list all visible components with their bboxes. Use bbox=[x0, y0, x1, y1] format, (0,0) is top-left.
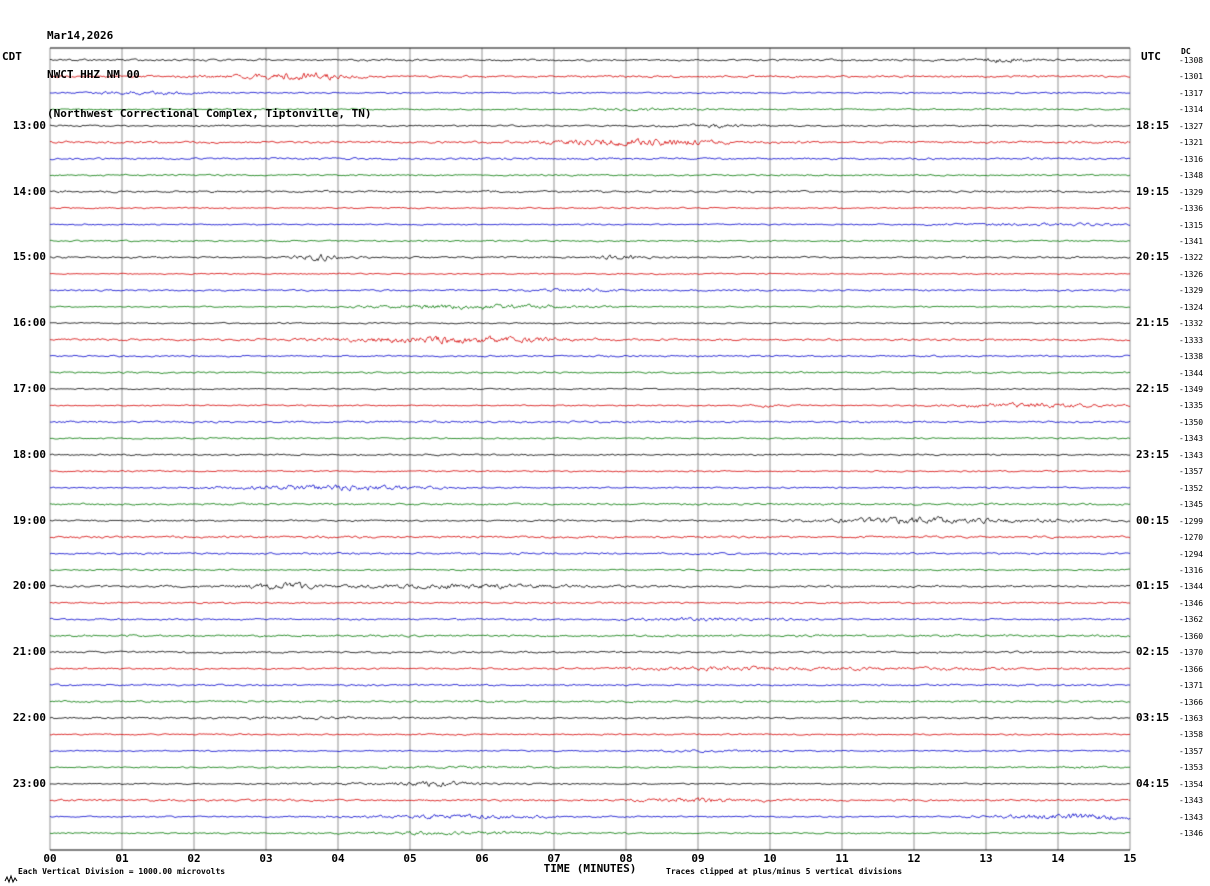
minute-tick-label: 14 bbox=[1051, 852, 1065, 865]
dc-offset-value: -1360 bbox=[1179, 631, 1204, 641]
dc-offset-value: -1314 bbox=[1179, 105, 1204, 115]
cdt-time-label: 23:00 bbox=[12, 776, 46, 790]
cdt-time-label: 15:00 bbox=[12, 250, 46, 264]
cdt-time-label: 17:00 bbox=[12, 382, 46, 395]
utc-time-label: 04:15 bbox=[1136, 776, 1170, 790]
dc-offset-value: -1336 bbox=[1179, 204, 1204, 214]
minute-tick-label: 06 bbox=[475, 852, 489, 865]
location-label: (Northwest Correctional Complex, Tiptonv… bbox=[47, 107, 372, 120]
dc-offset-value: -1343 bbox=[1179, 796, 1204, 806]
title-block: Mar14,2026 NWCT HHZ NM 00 (Northwest Cor… bbox=[47, 3, 372, 146]
minute-tick-label: 10 bbox=[763, 852, 777, 865]
dc-offset-value: -1315 bbox=[1179, 220, 1204, 230]
dc-offset-value: -1335 bbox=[1179, 401, 1204, 411]
dc-offset-value: -1352 bbox=[1179, 483, 1204, 493]
dc-offset-value: -1343 bbox=[1179, 434, 1204, 444]
dc-offset-value: -1346 bbox=[1179, 598, 1204, 608]
dc-offset-value: -1345 bbox=[1179, 500, 1204, 510]
dc-offset-value: -1349 bbox=[1179, 385, 1204, 394]
minute-tick-label: 07 bbox=[547, 852, 561, 865]
dc-offset-value: -1348 bbox=[1179, 171, 1204, 181]
dc-offset-value: -1344 bbox=[1179, 582, 1204, 592]
dc-offset-value: -1316 bbox=[1179, 154, 1204, 164]
dc-offset-value: -1362 bbox=[1179, 615, 1204, 625]
dc-offset-value: -1346 bbox=[1179, 829, 1204, 839]
minute-tick-label: 11 bbox=[835, 852, 849, 865]
minute-tick-label: 12 bbox=[907, 852, 921, 865]
x-axis-title: TIME (MINUTES) bbox=[543, 862, 637, 875]
utc-time-label: 19:15 bbox=[1136, 184, 1170, 198]
station-label: NWCT HHZ NM 00 bbox=[47, 68, 140, 81]
dc-offset-value: -1343 bbox=[1179, 812, 1204, 822]
dc-offset-value: -1341 bbox=[1179, 236, 1204, 246]
dc-offset-value: -1316 bbox=[1179, 565, 1204, 575]
dc-offset-value: -1344 bbox=[1179, 368, 1204, 378]
utc-time-label: 23:15 bbox=[1136, 447, 1170, 461]
utc-time-label: 00:15 bbox=[1136, 513, 1170, 527]
minute-tick-label: 03 bbox=[259, 852, 273, 865]
dc-offset-value: -1329 bbox=[1179, 286, 1204, 296]
utc-time-label: 01:15 bbox=[1136, 579, 1170, 593]
minute-tick-label: 01 bbox=[115, 852, 129, 865]
utc-time-label: 18:15 bbox=[1136, 118, 1170, 132]
vertical-division-note: Each Vertical Division = 1000.00 microvo… bbox=[18, 867, 226, 876]
dc-offset-value: -1329 bbox=[1179, 187, 1204, 197]
dc-offset-value: -1322 bbox=[1179, 253, 1204, 263]
dc-offset-value: -1317 bbox=[1179, 88, 1204, 98]
cdt-time-label: 14:00 bbox=[12, 184, 46, 198]
dc-offset-value: -1270 bbox=[1179, 533, 1204, 543]
cdt-time-label: 16:00 bbox=[12, 316, 46, 330]
date-label: Mar14,2026 bbox=[47, 29, 114, 42]
dc-offset-value: -1327 bbox=[1179, 121, 1204, 131]
timezone-right-label: UTC bbox=[1141, 50, 1161, 63]
dc-offset-value: -1321 bbox=[1179, 138, 1204, 148]
cdt-time-label: 21:00 bbox=[12, 645, 46, 659]
minute-tick-label: 13 bbox=[979, 852, 993, 865]
minute-tick-label: 15 bbox=[1123, 852, 1137, 865]
dc-offset-value: -1366 bbox=[1179, 697, 1204, 707]
cdt-time-label: 13:00 bbox=[12, 118, 46, 132]
dc-offset-value: -1338 bbox=[1179, 352, 1204, 362]
dc-column-header: DC bbox=[1181, 47, 1191, 56]
dc-offset-value: -1358 bbox=[1179, 730, 1204, 740]
dc-offset-value: -1333 bbox=[1179, 335, 1204, 345]
utc-time-label: 02:15 bbox=[1136, 645, 1170, 659]
cdt-time-label: 19:00 bbox=[12, 513, 46, 527]
corner-squiggle-icon bbox=[4, 874, 18, 884]
dc-offset-value: -1363 bbox=[1179, 714, 1204, 723]
dc-offset-value: -1366 bbox=[1179, 664, 1204, 674]
dc-offset-value: -1301 bbox=[1179, 72, 1204, 82]
minute-tick-label: 09 bbox=[691, 852, 705, 865]
dc-offset-value: -1343 bbox=[1179, 450, 1204, 460]
minute-tick-label: 00 bbox=[43, 852, 57, 865]
dc-offset-value: -1294 bbox=[1179, 549, 1204, 559]
dc-offset-value: -1308 bbox=[1179, 56, 1204, 65]
dc-offset-value: -1357 bbox=[1179, 467, 1204, 477]
utc-time-label: 03:15 bbox=[1136, 711, 1170, 724]
dc-offset-value: -1299 bbox=[1179, 516, 1204, 526]
dc-offset-value: -1350 bbox=[1179, 417, 1204, 427]
dc-offset-value: -1357 bbox=[1179, 746, 1204, 756]
cdt-time-label: 20:00 bbox=[12, 579, 46, 593]
timezone-left-label: CDT bbox=[2, 50, 22, 63]
minute-tick-label: 08 bbox=[619, 852, 633, 865]
dc-offset-value: -1326 bbox=[1179, 269, 1204, 279]
minute-tick-label: 04 bbox=[331, 852, 345, 865]
dc-offset-value: -1354 bbox=[1179, 779, 1204, 789]
dc-offset-value: -1371 bbox=[1179, 681, 1204, 691]
dc-offset-value: -1353 bbox=[1179, 763, 1204, 773]
utc-time-label: 21:15 bbox=[1136, 316, 1170, 330]
cdt-time-label: 18:00 bbox=[12, 447, 46, 461]
utc-time-label: 22:15 bbox=[1136, 382, 1170, 395]
dc-offset-value: -1332 bbox=[1179, 319, 1204, 329]
dc-offset-value: -1370 bbox=[1179, 648, 1204, 658]
minute-tick-label: 02 bbox=[187, 852, 201, 865]
dc-offset-value: -1324 bbox=[1179, 302, 1204, 312]
clipping-note: Traces clipped at plus/minus 5 vertical … bbox=[666, 867, 903, 876]
minute-tick-label: 05 bbox=[403, 852, 417, 865]
utc-time-label: 20:15 bbox=[1136, 250, 1170, 264]
cdt-time-label: 22:00 bbox=[12, 711, 46, 724]
